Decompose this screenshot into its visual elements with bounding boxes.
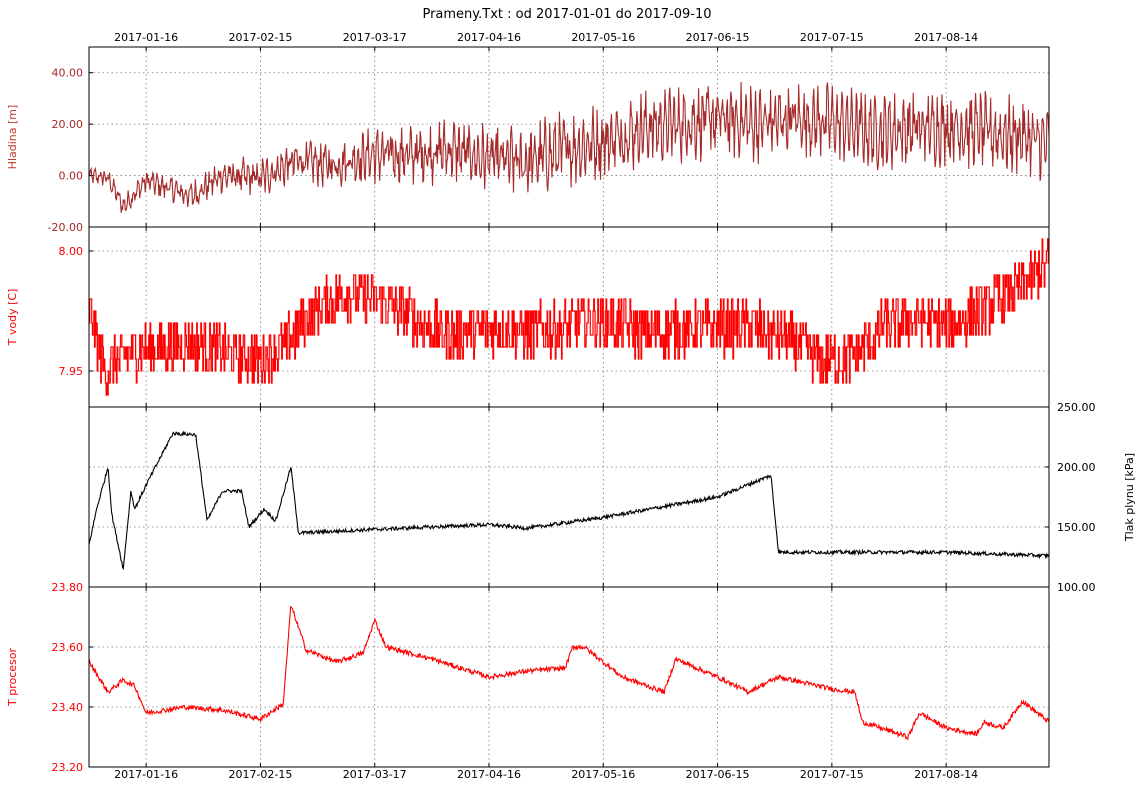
y-tick-label: 0.00 (59, 170, 84, 183)
bottom-date-tick-label: 2017-07-15 (800, 768, 864, 781)
y-tick-label: 150.00 (1057, 521, 1096, 534)
top-date-axis: 2017-01-16 2017-02-15 2017-03-17 2017-04-16… (114, 31, 978, 44)
bottom-date-tick-label: 2017-06-15 (686, 768, 750, 781)
top-date-tick-label: 2017-07-15 (800, 31, 864, 44)
y-axis-label: T vody [C] (6, 289, 19, 347)
bottom-date-tick-label: 2017-05-16 (571, 768, 635, 781)
y-tick-label: 23.60 (52, 641, 84, 654)
y-axis-label: Tlak plynu [kPa] (1123, 453, 1136, 542)
y-axis-label: T procesor (6, 648, 19, 707)
top-date-tick-label: 2017-01-16 (114, 31, 178, 44)
y-tick-label: 250.00 (1057, 401, 1096, 414)
y-tick-label: 8.00 (59, 245, 84, 258)
y-tick-label: 40.00 (52, 67, 84, 80)
panel-4: 23.20 23.40 23.60 23.80 T procesor (6, 581, 1050, 774)
bottom-date-tick-label: 2017-03-17 (343, 768, 407, 781)
top-date-tick-label: 2017-03-17 (343, 31, 407, 44)
y-tick-label: -20.00 (48, 221, 83, 234)
bottom-date-tick-label: 2017-01-16 (114, 768, 178, 781)
top-date-tick-label: 2017-02-15 (228, 31, 292, 44)
y-tick-label: 100.00 (1057, 581, 1096, 594)
panel-1: -20.00 0.00 20.00 40.00 Hladina [m] (6, 46, 1050, 234)
top-date-tick-label: 2017-04-16 (457, 31, 521, 44)
series-line (88, 82, 1050, 213)
top-date-tick-label: 2017-06-15 (686, 31, 750, 44)
panel-2: 7.95 8.00 T vody [C] (6, 226, 1050, 408)
panels: -20.00 0.00 20.00 40.00 Hladina [m] 7.95 8.00 T… (6, 46, 1136, 774)
bottom-date-tick-label: 2017-08-14 (914, 768, 978, 781)
series-line (88, 430, 1050, 571)
top-date-tick-label: 2017-05-16 (571, 31, 635, 44)
bottom-date-axis: 2017-01-16 2017-02-15 2017-03-17 2017-04-16… (114, 768, 978, 781)
series-line (89, 238, 1049, 396)
y-tick-label: 23.40 (52, 701, 84, 714)
bottom-date-tick-label: 2017-04-16 (457, 768, 521, 781)
panel-3: 100.00 150.00 200.00 250.00 Tlak plynu [kPa] (88, 401, 1136, 594)
y-tick-label: 23.20 (52, 761, 84, 774)
figure-title: Prameny.Txt : od 2017-01-01 do 2017-09-1… (422, 7, 711, 22)
top-date-tick-label: 2017-08-14 (914, 31, 978, 44)
y-tick-label: 200.00 (1057, 461, 1096, 474)
series-line (88, 605, 1049, 741)
y-axis-label: Hladina [m] (6, 105, 19, 170)
panel-frame (88, 406, 1050, 588)
bottom-date-tick-label: 2017-02-15 (228, 768, 292, 781)
y-tick-label: 20.00 (52, 118, 84, 131)
y-tick-label: 23.80 (52, 581, 84, 594)
panel-frame (88, 586, 1050, 768)
y-tick-label: 7.95 (59, 365, 84, 378)
